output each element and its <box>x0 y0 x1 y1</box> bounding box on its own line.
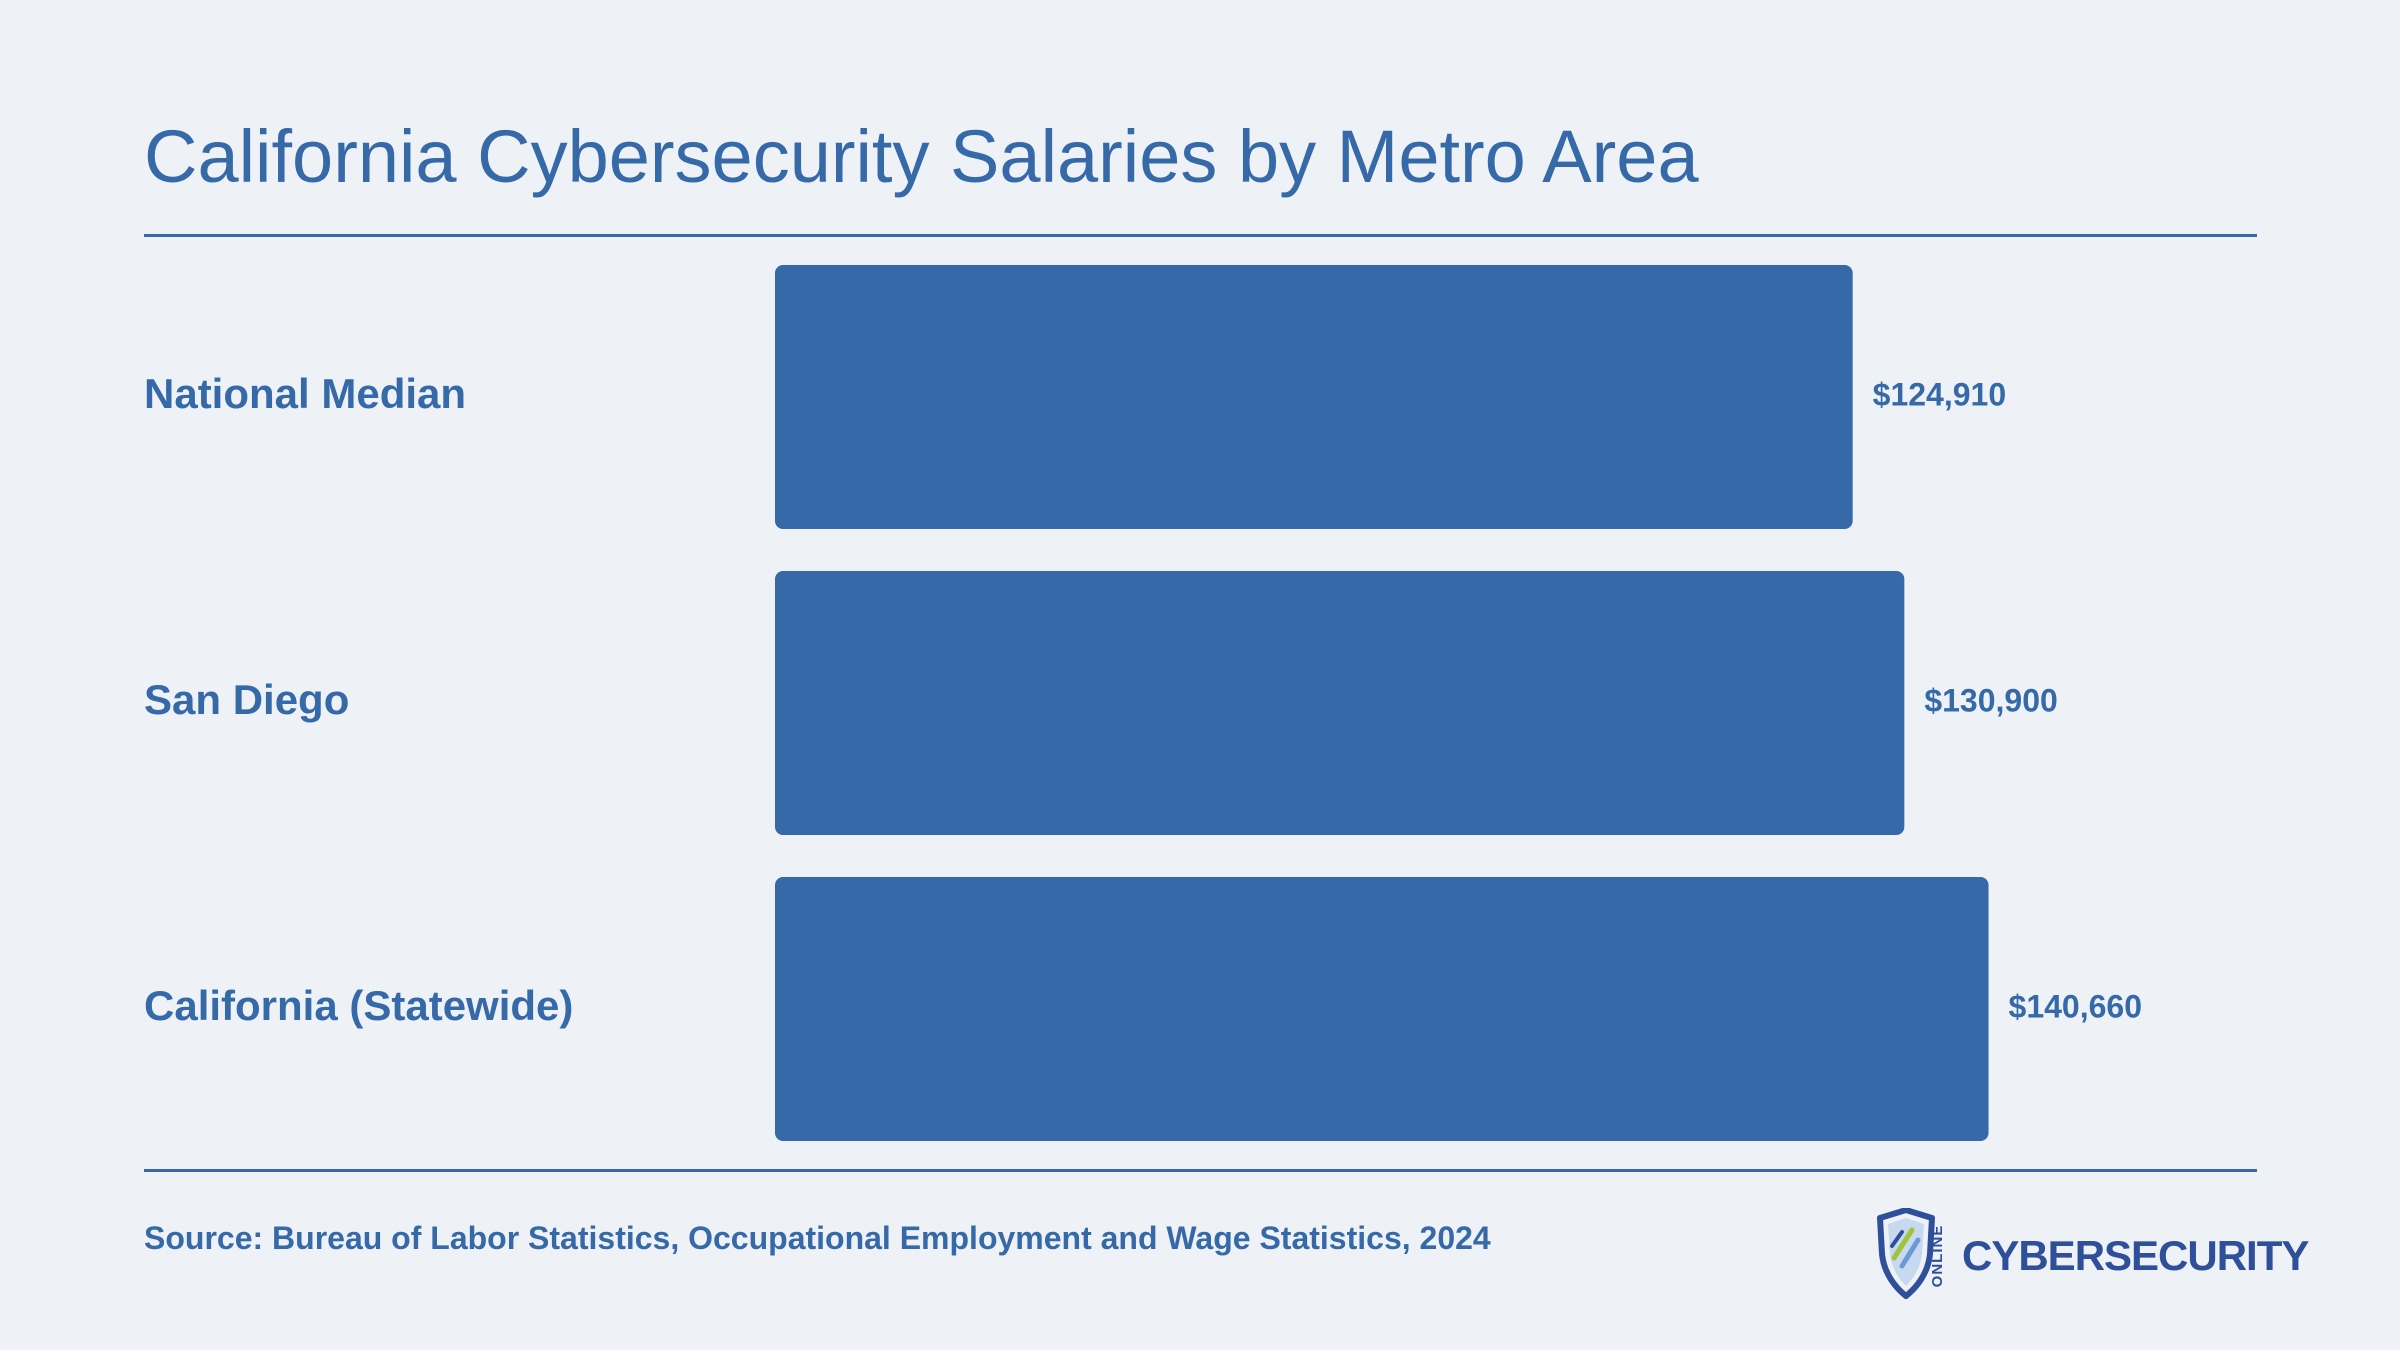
logo-online-text: ONLINE <box>1929 1224 1946 1288</box>
source-note: Source: Bureau of Labor Statistics, Occu… <box>144 1220 1491 1256</box>
bar-0 <box>775 265 1853 529</box>
footer-divider <box>144 1169 2257 1172</box>
category-label-1: San Diego <box>144 676 349 723</box>
value-label-2: $140,660 <box>2009 988 2142 1024</box>
value-label-0: $124,910 <box>1873 376 2006 412</box>
logo-wordmark: CYBERSECURITY <box>1962 1232 2309 1279</box>
value-label-1: $130,900 <box>1924 682 2057 718</box>
title-divider <box>144 234 2257 237</box>
bar-2 <box>775 877 1989 1141</box>
bar-1 <box>775 571 1905 835</box>
chart-title: California Cybersecurity Salaries by Met… <box>144 115 1699 198</box>
category-label-2: California (Statewide) <box>144 982 573 1029</box>
category-label-0: National Median <box>144 370 466 417</box>
shield-icon <box>1877 1207 1935 1299</box>
brand-logo: ONLINE CYBERSECURITY <box>1872 1207 2309 1304</box>
